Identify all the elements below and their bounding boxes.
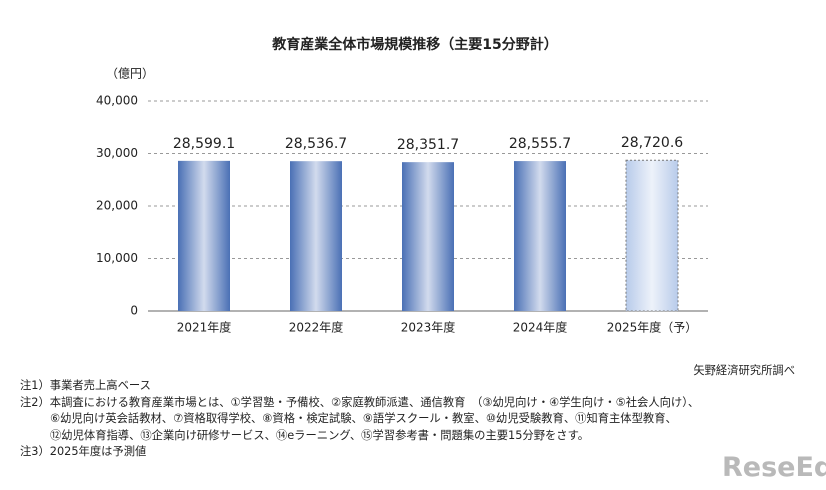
bar [402, 162, 454, 311]
value-label: 28,599.1 [173, 136, 235, 152]
bar [625, 159, 679, 312]
chart: 教育産業全体市場規模推移（主要15分野計） （億円） 0 10,000 20,000… [96, 36, 708, 335]
note: 注1）事業者売上高ベース [20, 379, 151, 392]
y-unit: （億円） [106, 67, 154, 81]
bar [514, 161, 566, 311]
note: 注2）本調査における教育産業市場とは、①学習塾・予備校、②家庭教師派遣、通信教育… [20, 395, 700, 409]
y-tick-label: 20,000 [96, 199, 138, 213]
y-tick-label: 30,000 [96, 146, 138, 160]
x-tick-label: 2022年度 [289, 320, 344, 335]
x-tick-label: 2024年度 [513, 320, 568, 335]
x-tick-label: 2025年度（予） [607, 320, 698, 335]
x-tick-label: 2023年度 [401, 320, 456, 335]
bar [178, 160, 230, 311]
note: ⑫幼児体育指導、⑬企業向け研修サービス、⑭eラーニング、⑮学習参考書・問題集の主… [50, 428, 590, 442]
note: ⑥幼児向け英会話教材、⑦資格取得学校、⑧資格・検定試験、⑨語学スクール・教室、⑩… [50, 412, 677, 425]
note: 注3）2025年度は予測値 [20, 445, 147, 458]
x-tick-label: 2021年度 [177, 320, 232, 335]
value-label: 28,555.7 [509, 136, 571, 152]
value-label: 28,720.6 [621, 135, 683, 151]
y-tick-label: 0 [130, 304, 138, 318]
value-label: 28,351.7 [397, 137, 459, 153]
y-tick-label: 10,000 [96, 251, 138, 265]
chart-title: 教育産業全体市場規模推移（主要15分野計） [272, 36, 557, 53]
value-label: 28,536.7 [285, 136, 347, 152]
watermark: ReseEd [722, 452, 826, 483]
bar [290, 161, 342, 311]
y-tick-label: 40,000 [96, 94, 138, 108]
source: 矢野経済研究所調べ [693, 364, 795, 377]
